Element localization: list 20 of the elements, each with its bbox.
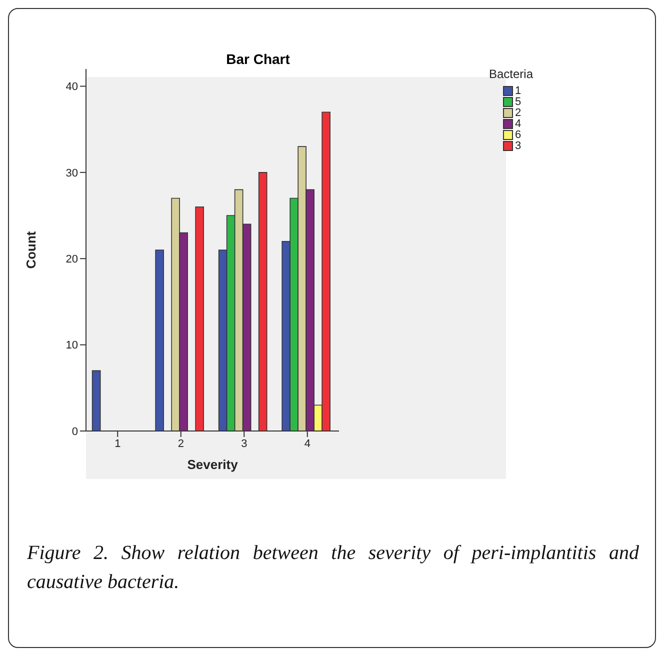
legend-title: Bacteria (489, 67, 534, 81)
chart-title: Bar Chart (225, 51, 291, 67)
y-tick-label: 40 (66, 81, 78, 94)
legend-label: 3 (515, 140, 522, 152)
x-tick-label: 3 (241, 438, 248, 450)
y-tick-label: 0 (72, 426, 78, 438)
y-tick-label: 20 (66, 254, 78, 266)
y-tick-label: 10 (66, 340, 78, 352)
legend-label: 2 (515, 106, 522, 118)
y-axis-title: Count (24, 230, 39, 269)
legend-label: 4 (515, 118, 522, 130)
x-tick-label: 4 (304, 438, 310, 450)
x-tick-label: 2 (178, 438, 184, 450)
x-axis-title: Severity (187, 457, 239, 472)
x-tick-label: 1 (114, 438, 121, 450)
legend-label: 6 (515, 128, 522, 140)
legend-label: 5 (515, 96, 522, 108)
caption: Figure 2. Show relation between the severity of peri-implantitis and causative bacteria. (27, 541, 639, 595)
y-tick-label: 30 (66, 167, 78, 180)
legend-label: 1 (515, 84, 522, 96)
